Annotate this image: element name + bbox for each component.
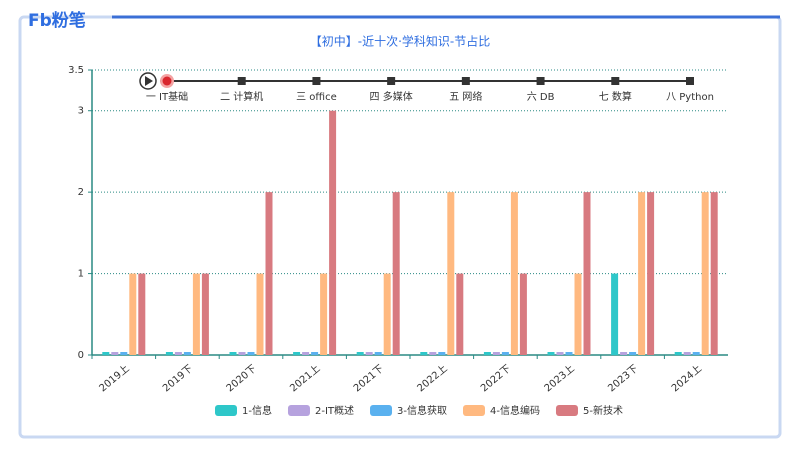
bar [302,352,310,355]
y-tick-label: 3.5 [68,65,84,76]
bar [201,273,209,355]
bar [701,192,709,355]
bar [265,192,273,355]
bar [583,192,591,355]
timeline-node[interactable] [686,77,694,85]
bar [120,352,128,355]
bar [647,192,655,355]
bar [501,352,509,355]
bar [102,352,110,355]
timeline-label[interactable]: 六 DB [527,91,555,103]
timeline-label[interactable]: 五 网络 [449,90,482,103]
legend-swatch[interactable] [463,405,485,416]
legend-label[interactable]: 1-信息 [242,404,272,417]
bar [629,352,637,355]
legend-label[interactable]: 5-新技术 [583,404,623,417]
timeline-node[interactable] [461,77,470,85]
bar [247,352,255,355]
timeline-label[interactable]: 二 计算机 [220,90,263,103]
bar [311,352,319,355]
timeline-node[interactable] [536,77,545,85]
bar [674,352,682,355]
bar [183,352,191,355]
legend-swatch[interactable] [215,405,237,416]
bar [174,352,182,355]
bar [438,352,446,355]
y-tick-label: 3 [78,106,84,117]
bar [129,273,137,355]
bar [510,192,518,355]
bar [374,352,382,355]
legend-label[interactable]: 2-IT概述 [315,404,354,417]
chart-title: 【初中】-近十次·学科知识-节占比 [310,34,490,49]
timeline-label[interactable]: 一 IT基础 [146,90,188,103]
bar [320,273,328,355]
timeline-label[interactable]: 七 数算 [599,90,632,103]
bar [138,273,146,355]
bar [256,273,264,355]
timeline-dot[interactable] [162,76,172,86]
bar [383,273,391,355]
bar [683,352,691,355]
timeline-label[interactable]: 四 多媒体 [370,90,413,103]
timeline-label[interactable]: 三 office [296,92,337,103]
bar [492,352,500,355]
bar [192,273,200,355]
bar [429,352,437,355]
bar [111,352,119,355]
bar [611,273,619,355]
bar [692,352,700,355]
y-tick-label: 2 [78,187,84,198]
bar [293,352,301,355]
bar [356,352,364,355]
bar [565,352,573,355]
bar [547,352,555,355]
timeline-node[interactable] [611,77,620,85]
bar [420,352,428,355]
bar [620,352,628,355]
brand: Fb粉笔 [28,10,86,31]
bar [456,273,464,355]
legend-swatch[interactable] [287,405,310,416]
timeline-node[interactable] [387,77,396,85]
legend-swatch[interactable] [555,405,578,416]
y-tick-label: 1 [78,269,84,280]
bar [329,110,337,355]
legend-swatch[interactable] [370,405,393,416]
bar [365,352,373,355]
bar [574,273,582,355]
play-icon [145,76,153,86]
timeline-node[interactable] [237,77,246,85]
bar [392,192,400,355]
bar [229,352,237,355]
legend-label[interactable]: 4-信息编码 [490,404,540,417]
bar [638,192,646,355]
bar [447,192,455,355]
bar [165,352,173,355]
bar [556,352,564,355]
y-tick-label: 0 [78,350,84,361]
bar [238,352,246,355]
timeline-label[interactable]: 八 Python [666,92,714,103]
bar [519,273,527,355]
legend-label[interactable]: 3-信息获取 [397,404,447,417]
bar [483,352,491,355]
bar [710,192,718,355]
timeline-node[interactable] [312,77,321,85]
